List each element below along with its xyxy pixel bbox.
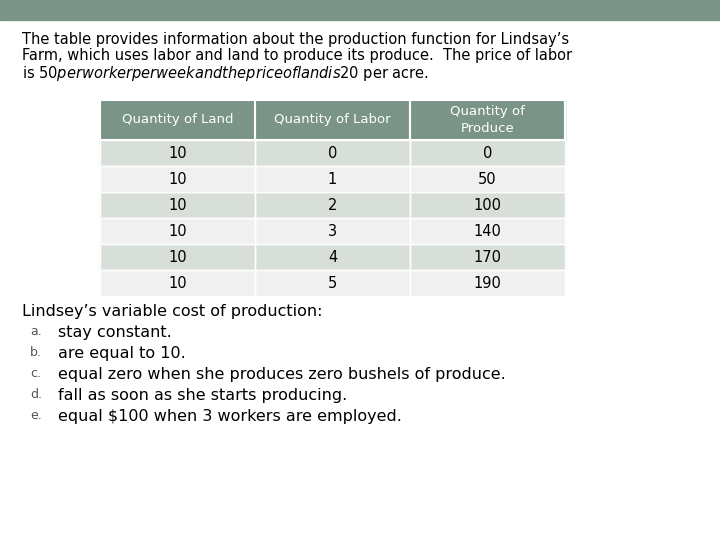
Text: Quantity of
Produce: Quantity of Produce [450,105,525,135]
Text: equal $100 when 3 workers are employed.: equal $100 when 3 workers are employed. [58,409,402,424]
Text: The table provides information about the production function for Lindsay’s: The table provides information about the… [22,32,569,47]
Text: 140: 140 [474,224,501,239]
Text: is $50 per worker per week and the price of land is $20 per acre.: is $50 per worker per week and the price… [22,64,429,83]
Bar [100,270,255,296]
Text: 10: 10 [168,249,186,265]
Text: 0: 0 [328,145,337,160]
Bar [410,100,565,140]
Text: Farm, which uses labor and land to produce its produce.  The price of labor: Farm, which uses labor and land to produ… [22,48,572,63]
Bar [255,270,410,296]
Bar [410,140,565,166]
Bar [100,100,255,140]
Bar [255,270,410,296]
Bar [100,218,255,244]
Bar [410,166,565,192]
Text: 170: 170 [474,249,502,265]
Bar [100,140,255,166]
Text: 10: 10 [168,275,186,291]
Text: fall as soon as she starts producing.: fall as soon as she starts producing. [58,388,347,403]
Bar [100,244,255,270]
Bar [255,244,410,270]
Text: 190: 190 [474,275,501,291]
Text: 4: 4 [328,249,337,265]
Text: 10: 10 [168,145,186,160]
Bar [410,244,565,270]
Bar [255,140,410,166]
Bar [410,100,565,140]
Bar [410,270,565,296]
Bar [100,244,255,270]
Bar [255,100,410,140]
Text: 10: 10 [168,172,186,186]
Text: 5: 5 [328,275,337,291]
Text: 3: 3 [328,224,337,239]
Text: are equal to 10.: are equal to 10. [58,346,186,361]
Bar [255,192,410,218]
Bar [410,192,565,218]
Bar [255,218,410,244]
Bar [255,166,410,192]
Text: 2: 2 [328,198,337,213]
Bar [410,244,565,270]
Bar [100,270,255,296]
Text: Quantity of Land: Quantity of Land [122,113,233,126]
Text: 100: 100 [474,198,502,213]
Bar [255,100,410,140]
Text: 10: 10 [168,198,186,213]
Text: Lindsey’s variable cost of production:: Lindsey’s variable cost of production: [22,304,323,319]
Text: e.: e. [30,409,42,422]
Bar [100,192,255,218]
Text: 0: 0 [483,145,492,160]
Bar [255,244,410,270]
Text: 1: 1 [328,172,337,186]
Text: c.: c. [30,367,41,380]
Bar [255,140,410,166]
Bar [100,192,255,218]
Bar [410,140,565,166]
Bar [410,218,565,244]
Text: 10: 10 [168,224,186,239]
Bar [410,192,565,218]
Bar [410,270,565,296]
Bar [255,166,410,192]
Text: 50: 50 [478,172,497,186]
Bar [100,166,255,192]
Bar [100,140,255,166]
Bar [255,192,410,218]
Text: d.: d. [30,388,42,401]
Bar [100,100,255,140]
Bar [100,218,255,244]
Bar [0,0,720,20]
Bar [410,218,565,244]
Text: a.: a. [30,325,42,338]
Bar [410,166,565,192]
Bar [255,218,410,244]
Bar [100,166,255,192]
Text: equal zero when she produces zero bushels of produce.: equal zero when she produces zero bushel… [58,367,505,382]
Text: b.: b. [30,346,42,359]
Text: Quantity of Labor: Quantity of Labor [274,113,391,126]
Text: stay constant.: stay constant. [58,325,172,340]
